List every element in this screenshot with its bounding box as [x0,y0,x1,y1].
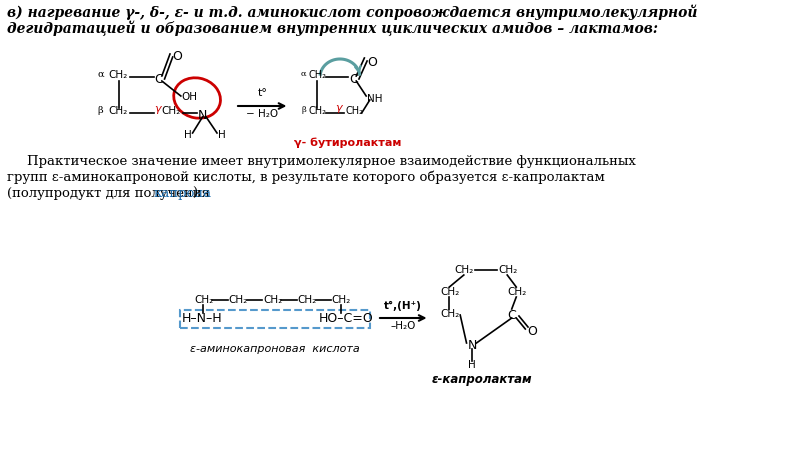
Text: CH₂: CH₂ [308,106,326,116]
Text: CH₂: CH₂ [308,70,326,80]
Text: Практическое значение имеет внутримолекулярное взаимодействие функциональных: Практическое значение имеет внутримолеку… [27,155,636,168]
Text: капрона: капрона [154,187,212,200]
Text: CH₂: CH₂ [507,287,526,297]
Text: в) нагревание γ-, δ-, ε- и т.д. аминокислот сопровождается внутримолекулярной: в) нагревание γ-, δ-, ε- и т.д. аминокис… [7,5,698,21]
Text: CH₂: CH₂ [440,287,459,297]
Text: α: α [301,70,306,78]
Text: O: O [172,50,182,63]
Text: β: β [301,106,306,114]
Text: H: H [185,130,192,140]
Text: t°: t° [258,88,267,98]
Text: ε-аминокапроновая  кислота: ε-аминокапроновая кислота [190,344,360,354]
Text: t°,(H⁺): t°,(H⁺) [384,301,422,311]
Text: ε-капролактам: ε-капролактам [431,373,532,386]
Text: CH₂: CH₂ [346,106,363,116]
Text: CH₂: CH₂ [194,295,214,305]
Text: H: H [468,360,476,370]
Text: CH₂: CH₂ [298,295,317,305]
Text: O: O [527,325,537,338]
Text: − H₂O: − H₂O [246,109,278,119]
Text: групп ε-аминокапроновой кислоты, в результате которого образуется ε-капролактам: групп ε-аминокапроновой кислоты, в резул… [7,171,605,185]
Text: CH₂: CH₂ [109,70,128,80]
Text: γ- бутиролактам: γ- бутиролактам [294,138,402,149]
Text: NH: NH [367,94,382,104]
Text: CH₂: CH₂ [332,295,351,305]
Text: N: N [467,339,477,352]
Text: β: β [98,106,103,115]
Text: CH₂: CH₂ [109,106,128,116]
Text: CH₂: CH₂ [498,265,518,275]
Text: H: H [218,130,226,140]
Text: CH₂: CH₂ [454,265,474,275]
Text: CH₂: CH₂ [229,295,248,305]
Text: ):: ): [192,187,202,200]
Text: C: C [507,309,516,322]
Text: α: α [98,70,104,79]
Text: (полупродукт для получения: (полупродукт для получения [7,187,214,200]
Text: γ: γ [335,103,342,113]
Text: дегидратацией и образованием внутренних циклических амидов – лактамов:: дегидратацией и образованием внутренних … [7,20,658,35]
Text: γ: γ [154,104,160,114]
Text: HO–C=O: HO–C=O [319,312,374,325]
Text: CH₂: CH₂ [440,309,459,319]
Text: C: C [154,73,163,86]
Text: H–N–H: H–N–H [182,312,222,325]
Text: CH₂: CH₂ [161,106,180,116]
Text: C: C [349,73,358,86]
Bar [180,310,370,328]
Text: CH₂: CH₂ [263,295,282,305]
Text: OH: OH [182,92,198,102]
Text: –H₂O: –H₂O [390,321,416,331]
Text: O: O [367,56,377,69]
Text: N: N [198,109,207,122]
